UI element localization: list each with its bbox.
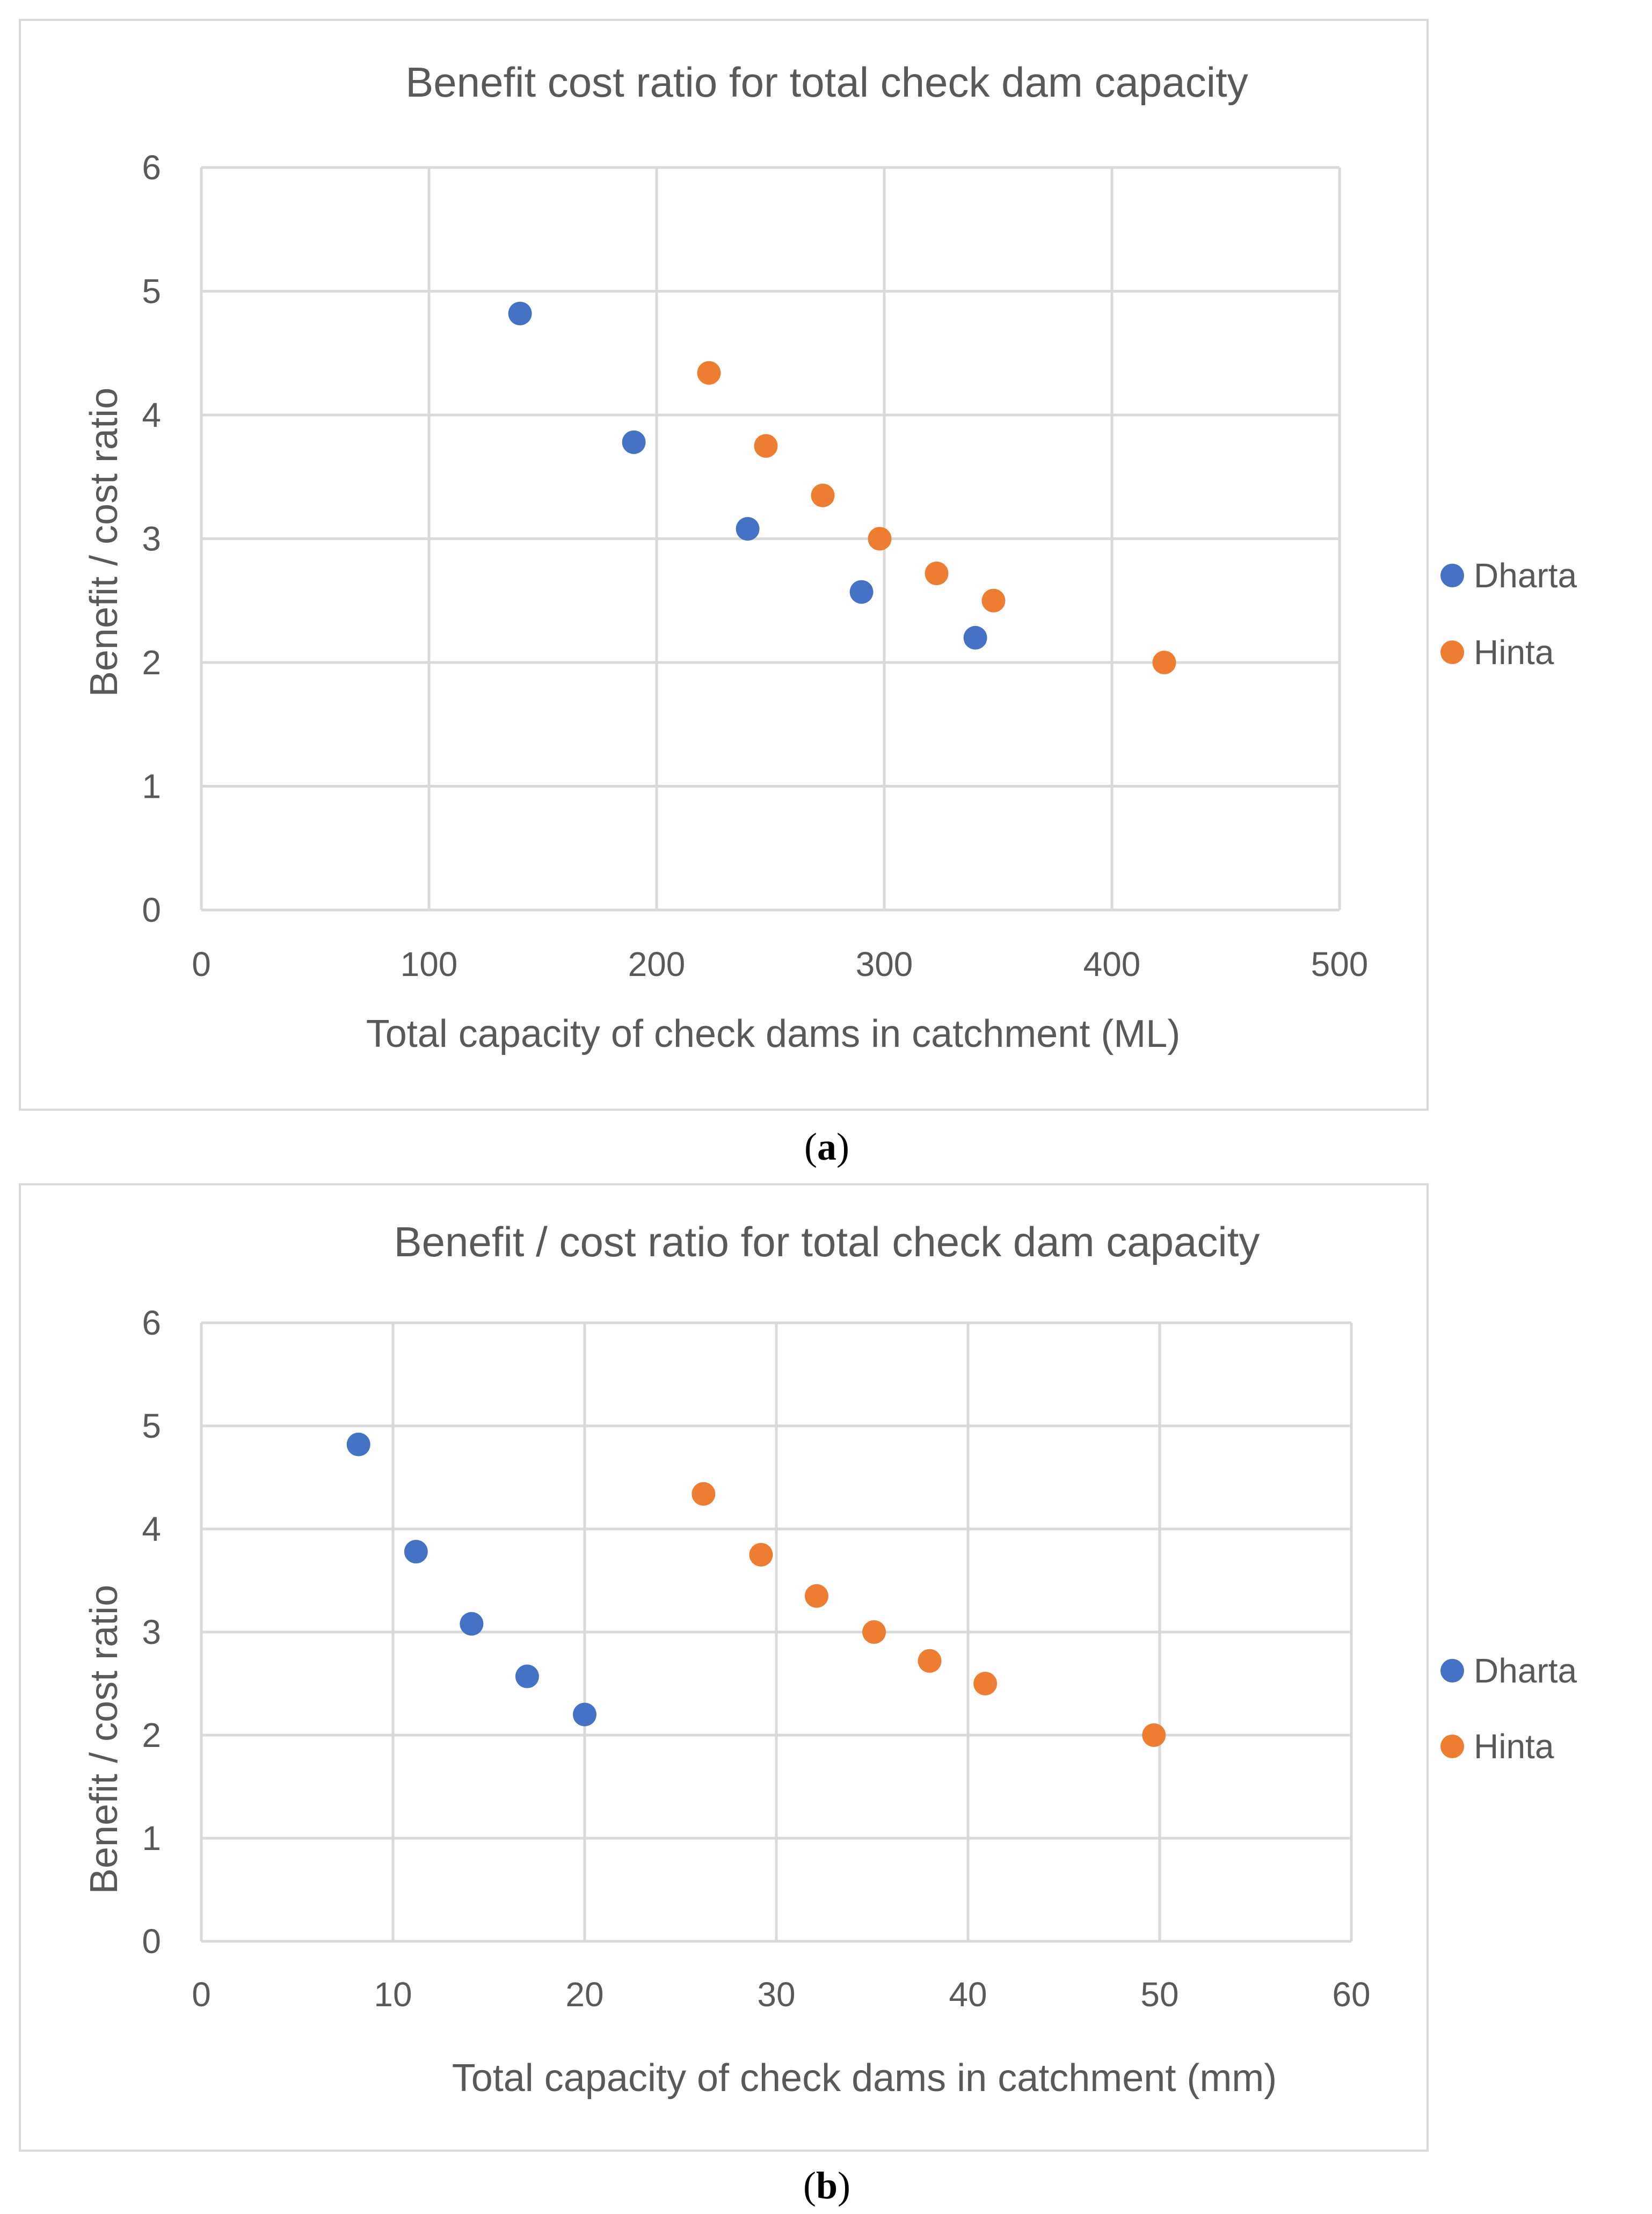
chart-a-series-hinta xyxy=(697,361,1176,674)
chart-b-y-ticks: 0 1 2 3 4 5 6 xyxy=(142,1303,161,1961)
chart-a-legend-marker-hinta xyxy=(1440,640,1464,664)
chart-a-point-hinta xyxy=(754,434,778,458)
chart-panel-b: Benefit / cost ratio for total check dam… xyxy=(0,1181,1652,2214)
chart-b-xtick-label: 40 xyxy=(949,1975,987,2014)
panel-a-caption: (a) xyxy=(804,1125,849,1168)
chart-b-x-ticks: 0 10 20 30 40 50 60 xyxy=(192,1975,1370,2014)
chart-b-series-dharta xyxy=(346,1432,596,1727)
chart-b-legend-marker-hinta xyxy=(1440,1735,1464,1758)
chart-a-xtick-label: 100 xyxy=(401,945,458,984)
chart-b-point-dharta xyxy=(346,1432,370,1456)
panel-b-label: b xyxy=(816,2164,838,2207)
chart-a-point-hinta xyxy=(811,483,835,507)
chart-a-legend-label-hinta: Hinta xyxy=(1474,633,1554,672)
chart-a-gridlines xyxy=(200,166,1341,912)
chart-a-ytick-label: 0 xyxy=(142,891,161,929)
chart-a-point-dharta xyxy=(736,517,760,541)
chart-b-ytick-label: 5 xyxy=(142,1407,161,1445)
chart-b-xtick-label: 50 xyxy=(1140,1975,1178,2014)
chart-b-xtick-label: 10 xyxy=(374,1975,412,2014)
chart-b-point-dharta xyxy=(460,1612,484,1636)
chart-a-ytick-label: 6 xyxy=(142,148,161,187)
chart-b-point-hinta xyxy=(804,1584,828,1608)
chart-a-legend-label-dharta: Dharta xyxy=(1474,556,1577,595)
chart-a-ytick-label: 5 xyxy=(142,272,161,311)
chart-b-points xyxy=(346,1432,1166,1747)
chart-a-title: Benefit cost ratio for total check dam c… xyxy=(405,59,1248,106)
panel-b-caption: (b) xyxy=(803,2164,850,2207)
chart-b-frame xyxy=(19,1183,1429,2152)
chart-a-xtick-label: 0 xyxy=(192,945,211,984)
chart-b-point-dharta xyxy=(404,1540,428,1564)
chart-b-ytick-label: 2 xyxy=(142,1716,161,1754)
chart-b-xtick-label: 30 xyxy=(757,1975,795,2014)
chart-a-legend: Dharta Hinta xyxy=(1440,556,1577,672)
panel-a-label: a xyxy=(817,1125,836,1168)
chart-b-ytick-label: 6 xyxy=(142,1303,161,1342)
chart-b-xtick-label: 60 xyxy=(1332,1975,1370,2014)
chart-b-point-dharta xyxy=(573,1702,596,1727)
chart-a-point-hinta xyxy=(868,527,892,551)
chart-a-point-hinta xyxy=(925,562,949,586)
chart-b-legend-item-hinta: Hinta xyxy=(1440,1727,1554,1766)
chart-b-legend-marker-dharta xyxy=(1440,1659,1464,1683)
chart-b-point-hinta xyxy=(862,1620,886,1644)
chart-b-legend-label-hinta: Hinta xyxy=(1474,1727,1554,1766)
chart-b-xlabel: Total capacity of check dams in catchmen… xyxy=(452,2057,1277,2100)
chart-b-point-dharta xyxy=(515,1664,539,1688)
chart-a-ytick-label: 1 xyxy=(142,767,161,806)
chart-a-legend-item-dharta: Dharta xyxy=(1440,556,1577,595)
chart-b-xtick-label: 0 xyxy=(192,1975,211,2014)
chart-a-xtick-label: 500 xyxy=(1311,945,1369,984)
chart-a-frame xyxy=(19,19,1429,1111)
chart-a-point-dharta xyxy=(508,301,532,325)
chart-a-xtick-label: 200 xyxy=(628,945,686,984)
chart-panel-a: Benefit cost ratio for total check dam c… xyxy=(19,19,1577,1168)
chart-a-xtick-label: 400 xyxy=(1083,945,1141,984)
chart-a-xtick-label: 300 xyxy=(856,945,913,984)
chart-a-legend-marker-dharta xyxy=(1440,564,1464,587)
chart-a-xlabel: Total capacity of check dams in catchmen… xyxy=(366,1013,1181,1055)
chart-b-legend-label-dharta: Dharta xyxy=(1474,1651,1577,1690)
chart-a-point-dharta xyxy=(622,430,646,454)
chart-a-ytick-label: 4 xyxy=(142,396,161,434)
chart-b-ylabel: Benefit / cost ratio xyxy=(83,1585,126,1894)
chart-a-x-ticks: 0 100 200 300 400 500 xyxy=(192,945,1368,984)
chart-a-point-hinta xyxy=(697,361,721,385)
chart-b-gridlines xyxy=(200,1321,1353,1943)
chart-a-point-hinta xyxy=(1152,651,1176,674)
chart-a-ylabel: Benefit / cost ratio xyxy=(83,388,126,697)
chart-a-point-dharta xyxy=(963,625,987,650)
chart-a-legend-item-hinta: Hinta xyxy=(1440,633,1554,672)
chart-b-point-hinta xyxy=(1142,1723,1166,1747)
chart-b-ytick-label: 4 xyxy=(142,1510,161,1548)
chart-a-ytick-label: 3 xyxy=(142,520,161,558)
chart-b-legend: Dharta Hinta xyxy=(1440,1651,1577,1766)
chart-b-legend-item-dharta: Dharta xyxy=(1440,1651,1577,1690)
chart-b-xtick-label: 20 xyxy=(565,1975,603,2014)
chart-b-title: Benefit / cost ratio for total check dam… xyxy=(394,1218,1260,1265)
chart-a-series-dharta xyxy=(508,301,987,650)
chart-b-point-hinta xyxy=(918,1649,942,1673)
chart-b: Benefit / cost ratio for total check dam… xyxy=(19,1183,1577,2207)
chart-a: Benefit cost ratio for total check dam c… xyxy=(19,19,1577,1168)
chart-b-series-hinta xyxy=(692,1482,1166,1747)
chart-a-point-hinta xyxy=(981,588,1006,613)
chart-a-points xyxy=(508,301,1176,674)
chart-b-point-hinta xyxy=(973,1672,998,1695)
chart-b-ytick-label: 3 xyxy=(142,1613,161,1651)
chart-b-point-hinta xyxy=(692,1482,716,1506)
chart-b-point-hinta xyxy=(749,1543,773,1567)
chart-b-ytick-label: 1 xyxy=(142,1819,161,1858)
chart-b-ytick-label: 0 xyxy=(142,1922,161,1961)
chart-a-point-dharta xyxy=(849,580,874,604)
chart-a-ytick-label: 2 xyxy=(142,643,161,682)
chart-a-y-ticks: 0 1 2 3 4 5 6 xyxy=(142,148,161,929)
